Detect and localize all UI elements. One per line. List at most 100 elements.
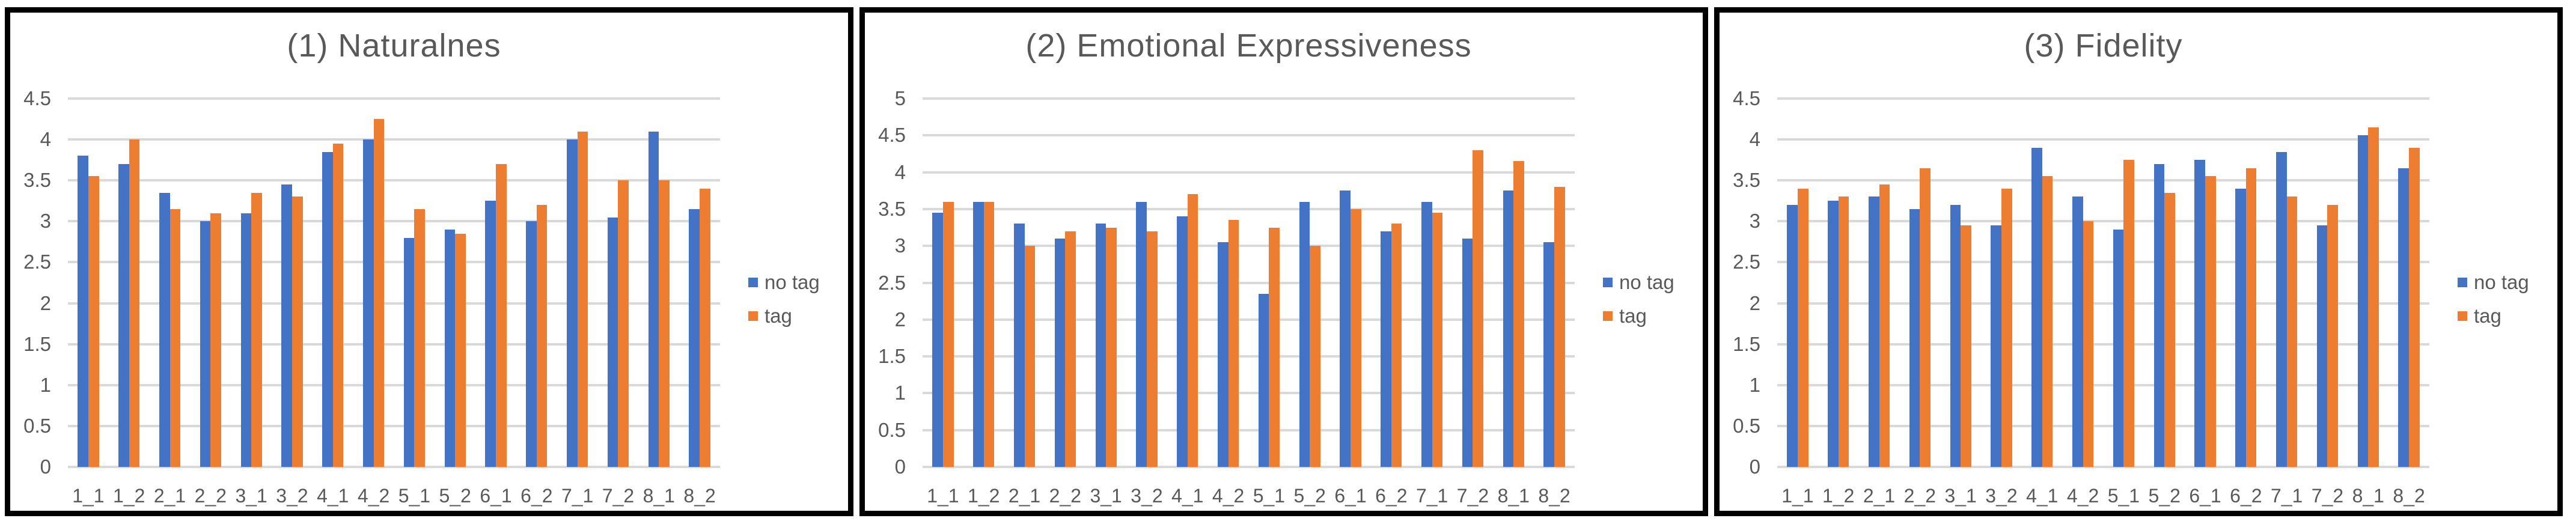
gridline xyxy=(68,424,720,427)
x-tick-label: 6_1 xyxy=(2189,485,2221,507)
bar-no-tag-2_1 xyxy=(1013,224,1025,467)
x-tick-label: 5_2 xyxy=(2148,485,2181,507)
bar-no-tag-1_1 xyxy=(1787,205,1798,467)
x-tick-label: 3_2 xyxy=(1131,485,1163,507)
x-tick-label: 3_1 xyxy=(1944,485,1977,507)
y-tick-label: 2 xyxy=(894,308,906,330)
legend-label-tag: tag xyxy=(1619,305,1647,327)
y-tick-label: 3 xyxy=(894,234,906,257)
y-tick-label: 0.5 xyxy=(1733,414,1760,437)
plot-area xyxy=(1777,97,2429,468)
x-tick-label: 7_2 xyxy=(2311,485,2344,507)
bar-no-tag-2_2 xyxy=(1909,209,1920,467)
bar-no-tag-5_1 xyxy=(2113,229,2124,467)
y-tick-label: 2 xyxy=(40,291,51,314)
x-tick-label: 5_1 xyxy=(398,485,431,507)
gridline xyxy=(1777,383,2429,386)
y-tick-label: 2.5 xyxy=(23,251,51,273)
x-tick-label: 3_2 xyxy=(276,485,308,507)
bar-tag-2_2 xyxy=(210,213,221,467)
bar-no-tag-6_1 xyxy=(1340,190,1351,467)
bar-no-tag-7_1 xyxy=(2276,151,2287,467)
bar-no-tag-3_1 xyxy=(240,213,252,467)
bar-no-tag-4_1 xyxy=(1177,216,1188,467)
legend-label-tag: tag xyxy=(765,305,792,327)
x-tick-label: 8_2 xyxy=(1538,485,1570,507)
y-tick-label: 1.5 xyxy=(23,332,51,355)
y-tick-label: 4 xyxy=(40,128,51,151)
y-tick-label: 3.5 xyxy=(878,197,906,220)
bar-no-tag-1_2 xyxy=(1828,201,1839,467)
gridline xyxy=(68,179,720,182)
y-tick-label: 4 xyxy=(894,160,906,183)
gridline xyxy=(68,97,720,100)
y-tick-label: 0 xyxy=(1749,455,1760,478)
y-tick-label: 4.5 xyxy=(1733,87,1760,109)
legend-item-no-tag: no tag xyxy=(748,271,820,294)
chart-panel-fidelity: (3) Fidelity 4.5 4 3.5 3 2.5 2 1.5 1 0.5 0 1_1 1_2… xyxy=(1714,7,2563,516)
bar-no-tag-2_1 xyxy=(159,192,170,467)
gridline xyxy=(68,220,720,223)
bar-no-tag-7_1 xyxy=(1421,201,1432,467)
gridline xyxy=(923,392,1575,395)
bar-no-tag-6_1 xyxy=(2194,160,2206,467)
gridline xyxy=(923,207,1575,210)
legend-swatch-no-tag xyxy=(2458,278,2467,287)
gridline xyxy=(68,383,720,386)
bar-no-tag-7_2 xyxy=(1462,238,1473,467)
bar-no-tag-8_2 xyxy=(1543,242,1555,467)
bar-tag-3_1 xyxy=(1961,225,1971,467)
bar-no-tag-1_1 xyxy=(932,213,943,467)
chart-panel-emotional-expressiveness: (2) Emotional Expressiveness 5 4.5 4 3.5 3 2.… xyxy=(859,7,1708,516)
legend-item-tag: tag xyxy=(1603,305,1674,327)
x-tick-label: 2_2 xyxy=(1903,485,1937,507)
bar-no-tag-2_1 xyxy=(1868,196,1879,467)
bar-no-tag-8_2 xyxy=(689,209,700,467)
x-tick-label: 1_1 xyxy=(927,485,959,507)
gridline xyxy=(923,134,1575,137)
bar-no-tag-6_2 xyxy=(2235,188,2246,467)
bar-no-tag-8_1 xyxy=(2357,135,2369,467)
bar-tag-2_1 xyxy=(1879,184,1890,467)
y-tick-label: 3 xyxy=(40,210,51,233)
bar-tag-5_1 xyxy=(1269,227,1280,467)
bar-no-tag-5_2 xyxy=(444,229,456,467)
bar-tag-8_2 xyxy=(1554,187,1565,467)
bar-tag-8_2 xyxy=(700,188,710,467)
gridline xyxy=(68,261,720,264)
legend-item-no-tag: no tag xyxy=(1603,271,1674,294)
bar-tag-4_2 xyxy=(1228,220,1239,467)
bar-no-tag-3_1 xyxy=(1095,224,1106,467)
bar-tag-1_2 xyxy=(1838,196,1849,467)
x-tick-label: 2_1 xyxy=(1863,485,1896,507)
x-tick-label: 3_1 xyxy=(1090,485,1122,507)
x-tick-label: 2_1 xyxy=(153,485,186,507)
y-axis: 4.5 4 3.5 3 2.5 2 1.5 1 0.5 0 xyxy=(1720,87,1760,478)
x-tick-label: 7_1 xyxy=(561,485,594,507)
bar-no-tag-3_2 xyxy=(1136,201,1147,467)
legend: no tag tag xyxy=(1603,271,1674,327)
x-tick-label: 1_1 xyxy=(1781,485,1814,507)
legend-item-no-tag: no tag xyxy=(2458,271,2529,294)
x-tick-label: 7_2 xyxy=(602,485,635,507)
y-tick-label: 0.5 xyxy=(878,418,906,441)
gridline xyxy=(1777,138,2429,141)
y-tick-label: 1.5 xyxy=(1733,332,1760,355)
x-tick-label: 5_1 xyxy=(2107,485,2140,507)
bar-tag-5_2 xyxy=(1310,246,1320,467)
bar-no-tag-5_2 xyxy=(2153,163,2165,467)
x-tick-label: 7_1 xyxy=(2270,485,2303,507)
bar-tag-6_2 xyxy=(1391,224,1402,467)
bar-tag-7_1 xyxy=(2286,196,2298,467)
bar-tag-7_1 xyxy=(1432,213,1443,467)
bar-tag-4_1 xyxy=(1187,194,1198,467)
x-tick-label: 2_2 xyxy=(1049,485,1082,507)
x-tick-label: 6_2 xyxy=(520,485,553,507)
plot-area xyxy=(923,97,1575,468)
bar-tag-1_1 xyxy=(942,201,954,467)
y-tick-label: 3.5 xyxy=(23,169,51,192)
bar-no-tag-7_2 xyxy=(2316,225,2328,467)
bar-no-tag-1_2 xyxy=(973,201,984,467)
gridline xyxy=(923,355,1575,358)
bar-no-tag-4_2 xyxy=(362,139,374,467)
